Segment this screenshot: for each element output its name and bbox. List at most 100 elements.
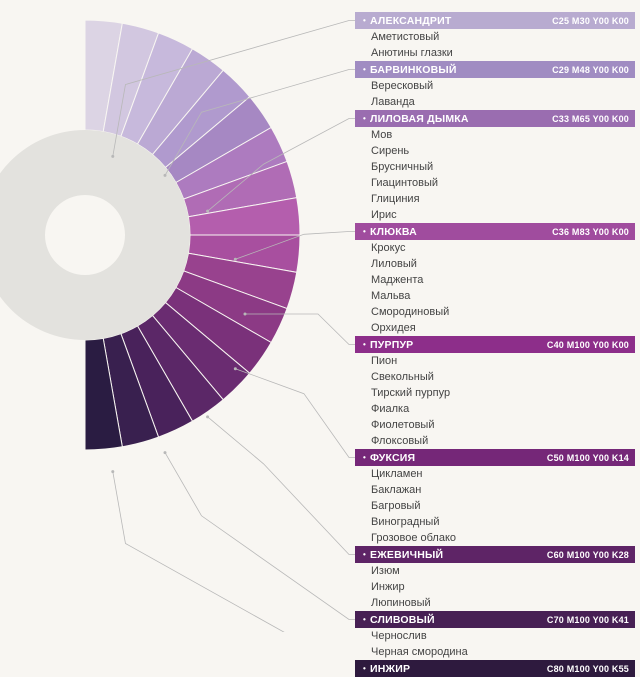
group-header: • ЛИЛОВАЯ ДЫМКА C33 M65 Y00 K00	[355, 110, 635, 127]
shade-name: Брусничный	[355, 159, 635, 175]
shade-name: Грозовое облако	[355, 530, 635, 546]
wheel-slice	[121, 33, 193, 144]
bullet-icon: •	[363, 550, 366, 559]
cmyk-code: C40 M100 Y00 K00	[547, 340, 629, 350]
leader-dot	[111, 155, 114, 158]
leader-line	[245, 314, 355, 345]
group-header: • ПУРПУР C40 M100 Y00 K00	[355, 336, 635, 353]
shade-name: Багровый	[355, 498, 635, 514]
group-name: ИНЖИР	[370, 663, 410, 675]
leader-dot	[206, 415, 209, 418]
shade-name: Чернослив	[355, 628, 635, 644]
shade-name: Флоксовый	[355, 433, 635, 449]
shade-name: Мов	[355, 127, 635, 143]
group-header: •ФУКСИЯC50 M100 Y00 K14	[355, 449, 635, 466]
wheel-slice	[85, 20, 122, 132]
wheel-slice	[188, 198, 300, 235]
group-header: •БАРВИНКОВЫЙC29 M48 Y00 K00	[355, 61, 635, 78]
bullet-icon: •	[363, 615, 366, 624]
leader-line	[113, 21, 355, 157]
wheel-slice	[176, 128, 287, 200]
bullet-icon: •	[363, 340, 366, 349]
shade-name: Свекольный	[355, 369, 635, 385]
shade-name: Смородиновый	[355, 304, 635, 320]
color-wheel	[0, 20, 300, 450]
shade-name: Ирис	[355, 207, 635, 223]
bullet-icon: •	[363, 453, 366, 462]
cmyk-code: C33 M65 Y00 K00	[552, 114, 629, 124]
color-legend: •АЛЕКСАНДРИТC25 M30 Y00 K00АметистовыйАн…	[355, 12, 635, 677]
wheel-slice	[152, 302, 249, 399]
cmyk-code: C36 M83 Y00 K00	[552, 227, 629, 237]
bullet-icon: •	[363, 664, 366, 673]
wheel-slice	[184, 161, 297, 216]
shade-name: Орхидея	[355, 320, 635, 336]
shade-name: Люпиновый	[355, 595, 635, 611]
bullet-icon: •	[363, 227, 366, 236]
group-header: • СЛИВОВЫЙ C70 M100 Y00 K41	[355, 611, 635, 628]
wheel-slice	[85, 338, 122, 450]
wheel-slice	[184, 253, 297, 308]
group-name: БАРВИНКОВЫЙ	[370, 64, 457, 76]
shade-name: Черная смородина	[355, 644, 635, 660]
shade-name: Пион	[355, 353, 635, 369]
group-header: • КЛЮКВА C36 M83 Y00 K00	[355, 223, 635, 240]
leader-dot	[111, 470, 114, 473]
shade-name: Сирень	[355, 143, 635, 159]
wheel-inner-ring	[0, 130, 190, 340]
shade-name: Мальва	[355, 288, 635, 304]
group-header: • АЛЕКСАНДРИТ C25 M30 Y00 K00	[355, 12, 635, 29]
cmyk-code: C60 M100 Y00 K28	[547, 550, 629, 560]
leader-line	[113, 472, 355, 632]
leader-line	[208, 119, 355, 212]
leader-line	[235, 369, 355, 458]
wheel-slice	[165, 97, 271, 183]
leader-dot	[206, 210, 209, 213]
cmyk-code: C25 M30 Y00 K00	[552, 16, 629, 26]
shade-name: Лаванда	[355, 94, 635, 110]
shade-name: Лиловый	[355, 256, 635, 272]
shade-name: Изюм	[355, 563, 635, 579]
bullet-icon: •	[363, 16, 366, 25]
group-name: ЕЖЕВИЧНЫЙ	[370, 549, 443, 561]
shade-name: Аметистовый	[355, 29, 635, 45]
leader-dot	[164, 451, 167, 454]
leader-line	[208, 417, 355, 555]
wheel-slice	[103, 23, 158, 136]
shade-name: Глициния	[355, 191, 635, 207]
group-header: • ИНЖИР C80 M100 Y00 K55	[355, 660, 635, 677]
shade-name: Гиацинтовый	[355, 175, 635, 191]
leader-line	[165, 70, 355, 176]
shade-name: Фиалка	[355, 401, 635, 417]
shade-name: Вересковый	[355, 78, 635, 94]
shade-name: Маджента	[355, 272, 635, 288]
leader-line	[165, 453, 355, 620]
cmyk-code: C70 M100 Y00 K41	[547, 615, 629, 625]
wheel-slice	[103, 334, 158, 447]
cmyk-code: C80 M100 Y00 K55	[547, 664, 629, 674]
group-header: • ЕЖЕВИЧНЫЙ C60 M100 Y00 K28	[355, 546, 635, 563]
group-name: ФУКСИЯ	[370, 452, 415, 464]
leader-dot	[234, 367, 237, 370]
shade-name: Инжир	[355, 579, 635, 595]
wheel-slice	[138, 49, 224, 155]
shade-name: Фиолетовый	[355, 417, 635, 433]
leader-dot	[244, 313, 247, 316]
bullet-icon: •	[363, 114, 366, 123]
group-name: АЛЕКСАНДРИТ	[370, 15, 451, 27]
wheel-slice	[121, 326, 193, 437]
shade-name: Тирский пурпур	[355, 385, 635, 401]
shade-name: Крокус	[355, 240, 635, 256]
leader-line	[235, 232, 355, 260]
leader-dot	[164, 174, 167, 177]
group-name: ПУРПУР	[370, 339, 413, 351]
wheel-slice	[152, 70, 249, 167]
shade-name: Виноградный	[355, 514, 635, 530]
group-name: СЛИВОВЫЙ	[370, 614, 435, 626]
shade-name: Цикламен	[355, 466, 635, 482]
leader-dot	[234, 258, 237, 261]
wheel-slice	[176, 271, 287, 343]
group-name: ЛИЛОВАЯ ДЫМКА	[370, 113, 469, 125]
group-name: КЛЮКВА	[370, 226, 417, 238]
wheel-slice	[165, 288, 271, 374]
